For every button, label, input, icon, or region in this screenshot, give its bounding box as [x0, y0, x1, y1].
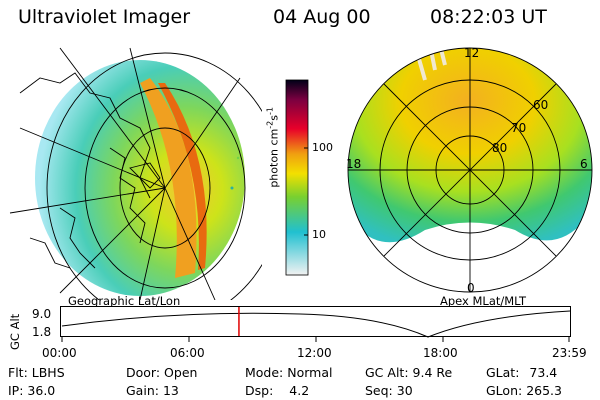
seq-info: Seq: 30 — [365, 383, 413, 398]
colorbar-scale — [285, 79, 309, 276]
mlat-80-label: 80 — [492, 141, 508, 155]
polar-grid — [347, 47, 593, 293]
mlt-0-label: 0 — [467, 281, 475, 295]
gain-info: Gain: 13 — [126, 383, 179, 398]
time-tick-0000: 00:00 — [42, 346, 77, 360]
colorbar — [285, 79, 309, 276]
mode-info: Mode: Normal — [245, 365, 333, 380]
geographic-grid — [9, 47, 262, 300]
time-tick-2359: 23:59 — [552, 346, 587, 360]
glat-info: GLat: 73.4 — [486, 365, 558, 380]
colorbar-tick-10: 10 — [312, 228, 326, 241]
altitude-plot-frame — [60, 306, 571, 337]
altitude-curve — [61, 310, 571, 338]
mlt-12-label: 12 — [464, 46, 480, 60]
image-date: 04 Aug 00 — [273, 6, 371, 28]
altitude-axis-label: GC Alt — [8, 313, 22, 350]
coastlines — [19, 72, 161, 269]
instrument-title: Ultraviolet Imager — [18, 6, 191, 28]
apex-label: Apex MLat/MLT — [440, 294, 527, 308]
colorbar-unit-label: photon cm-2s-1 — [265, 107, 281, 188]
image-time: 08:22:03 UT — [430, 6, 547, 28]
ip-info: IP: 36.0 — [8, 383, 56, 398]
glon-info: GLon: 265.3 — [486, 383, 562, 398]
geographic-label: Geographic Lat/Lon — [68, 294, 181, 308]
gc-alt-info: GC Alt: 9.4 Re — [365, 365, 453, 380]
altitude-timeline-plot — [60, 306, 571, 342]
colorbar-tick-100: 100 — [312, 141, 333, 154]
door-info: Door: Open — [126, 365, 198, 380]
altitude-tick-high: 9.0 — [32, 307, 52, 321]
polar-aurora-data — [348, 48, 592, 243]
filter-info: Flt: LBHS — [8, 365, 65, 380]
mlat-70-label: 70 — [511, 121, 527, 135]
apex-polar-image — [347, 47, 593, 293]
altitude-tick-low: 1.8 — [32, 325, 52, 339]
time-tick-1200: 12:00 — [297, 346, 332, 360]
mlat-60-label: 60 — [533, 98, 549, 112]
time-tick-1800: 18:00 — [423, 346, 458, 360]
mlt-6-label: 6 — [580, 157, 588, 171]
time-tick-0600: 06:00 — [170, 346, 205, 360]
geographic-image — [9, 47, 262, 300]
mlt-18-label: 18 — [346, 157, 362, 171]
dsp-info: Dsp: 4.2 — [245, 383, 310, 398]
